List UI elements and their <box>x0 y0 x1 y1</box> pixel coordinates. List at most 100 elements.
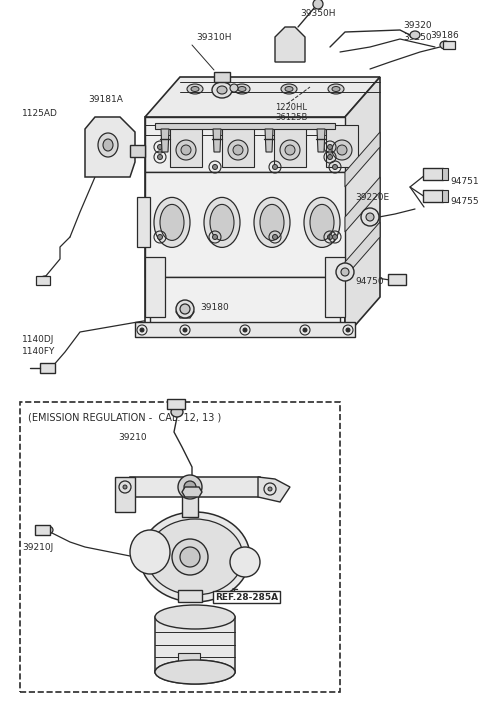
Ellipse shape <box>180 547 200 567</box>
Ellipse shape <box>313 0 323 9</box>
Polygon shape <box>145 257 165 317</box>
Ellipse shape <box>181 145 191 155</box>
Polygon shape <box>130 477 260 497</box>
Ellipse shape <box>147 519 243 595</box>
Ellipse shape <box>327 155 333 160</box>
Text: 94755: 94755 <box>450 197 479 206</box>
Polygon shape <box>258 477 290 502</box>
Bar <box>40 363 55 373</box>
Bar <box>442 190 448 202</box>
Ellipse shape <box>440 41 450 49</box>
Ellipse shape <box>281 84 297 94</box>
Ellipse shape <box>140 512 250 602</box>
Ellipse shape <box>336 263 354 281</box>
Ellipse shape <box>123 485 127 489</box>
Ellipse shape <box>233 145 243 155</box>
Text: 1125AD: 1125AD <box>22 108 58 117</box>
Ellipse shape <box>280 140 300 160</box>
Ellipse shape <box>238 86 246 91</box>
Ellipse shape <box>155 660 235 684</box>
Bar <box>155 123 335 129</box>
Bar <box>443 41 455 49</box>
Ellipse shape <box>210 204 234 240</box>
Polygon shape <box>137 197 150 247</box>
Text: 94751: 94751 <box>450 177 479 187</box>
Ellipse shape <box>98 133 118 157</box>
Ellipse shape <box>304 197 340 247</box>
Ellipse shape <box>140 328 144 332</box>
Text: 39210J: 39210J <box>22 542 53 551</box>
Ellipse shape <box>183 328 187 332</box>
Bar <box>35 525 50 535</box>
Bar <box>423 168 443 180</box>
Ellipse shape <box>310 204 334 240</box>
Ellipse shape <box>366 213 374 221</box>
Polygon shape <box>325 257 345 317</box>
Polygon shape <box>326 125 358 167</box>
Polygon shape <box>222 125 254 167</box>
Ellipse shape <box>213 165 217 170</box>
Ellipse shape <box>184 481 196 493</box>
Text: 39320: 39320 <box>403 21 432 30</box>
Ellipse shape <box>337 145 347 155</box>
Ellipse shape <box>43 526 53 534</box>
Ellipse shape <box>230 547 260 577</box>
Ellipse shape <box>178 475 202 499</box>
Ellipse shape <box>176 300 194 318</box>
Ellipse shape <box>230 84 238 92</box>
Bar <box>423 190 443 202</box>
Ellipse shape <box>346 328 350 332</box>
Polygon shape <box>85 117 135 177</box>
Ellipse shape <box>191 86 199 91</box>
Polygon shape <box>274 125 306 167</box>
Ellipse shape <box>333 235 337 240</box>
Text: 94750: 94750 <box>355 278 384 286</box>
Polygon shape <box>170 125 202 167</box>
Ellipse shape <box>157 235 163 240</box>
Ellipse shape <box>40 276 50 284</box>
Polygon shape <box>345 132 380 187</box>
Ellipse shape <box>327 235 333 240</box>
Bar <box>167 399 185 409</box>
Ellipse shape <box>155 605 235 629</box>
Text: 1140DJ: 1140DJ <box>22 336 54 344</box>
Polygon shape <box>115 477 135 512</box>
Text: REF.28-285A: REF.28-285A <box>215 589 278 602</box>
Text: 39310H: 39310H <box>196 33 231 42</box>
Polygon shape <box>213 129 221 152</box>
Ellipse shape <box>171 407 183 417</box>
Ellipse shape <box>332 140 352 160</box>
Ellipse shape <box>155 660 235 684</box>
Ellipse shape <box>332 86 340 91</box>
Ellipse shape <box>273 165 277 170</box>
Bar <box>178 590 202 602</box>
Polygon shape <box>182 487 202 497</box>
Ellipse shape <box>157 155 163 160</box>
Text: 39210: 39210 <box>119 433 147 441</box>
Text: 1220HL: 1220HL <box>275 103 307 112</box>
Bar <box>214 72 230 82</box>
Bar <box>442 168 448 180</box>
Ellipse shape <box>176 140 196 160</box>
Text: 39350H: 39350H <box>300 9 336 18</box>
Ellipse shape <box>157 144 163 149</box>
Polygon shape <box>317 129 325 152</box>
Ellipse shape <box>187 84 203 94</box>
Text: 39250: 39250 <box>403 33 432 42</box>
Polygon shape <box>176 306 194 318</box>
Ellipse shape <box>160 204 184 240</box>
Ellipse shape <box>103 139 113 151</box>
Ellipse shape <box>273 235 277 240</box>
Text: 39220E: 39220E <box>355 192 389 201</box>
Polygon shape <box>150 277 340 327</box>
Polygon shape <box>161 129 169 152</box>
Polygon shape <box>265 129 273 152</box>
Polygon shape <box>345 222 380 277</box>
Ellipse shape <box>213 235 217 240</box>
Ellipse shape <box>172 539 208 575</box>
Polygon shape <box>145 77 380 117</box>
Ellipse shape <box>204 197 240 247</box>
Ellipse shape <box>285 86 293 91</box>
Text: 39186: 39186 <box>430 30 459 40</box>
Polygon shape <box>275 27 305 62</box>
